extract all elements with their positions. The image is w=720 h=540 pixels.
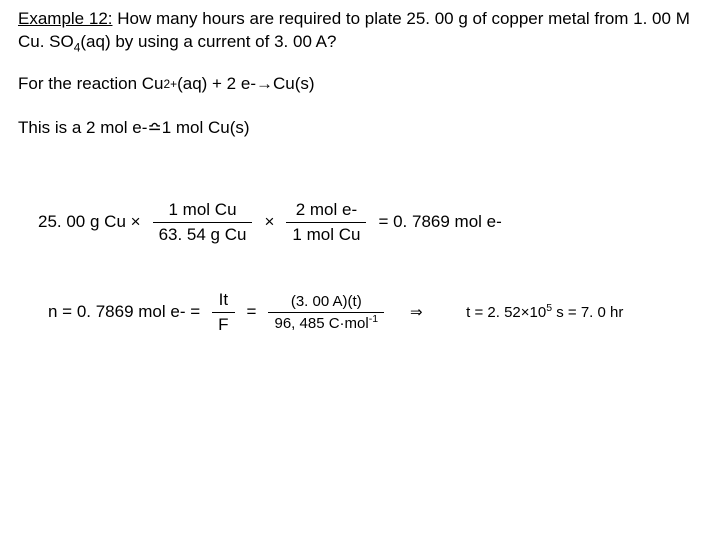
step2-f1-den: F <box>212 313 234 337</box>
premise-sym: ≏ <box>147 118 161 138</box>
premise-line: This is a 2 mol e- ≏ 1 mol Cu(s) <box>18 118 702 138</box>
example-title: Example 12: How many hours are required … <box>18 8 702 54</box>
rxn-lead: For the reaction Cu <box>18 74 164 94</box>
rxn-arrow: → <box>256 74 273 94</box>
step2-frac-1: It F <box>212 288 234 337</box>
step1-result: = 0. 7869 mol e- <box>378 212 501 232</box>
step-1-row: 25. 00 g Cu × 1 mol Cu 63. 54 g Cu × 2 m… <box>38 198 702 247</box>
step2-imply-arrow: ⇒ <box>410 303 423 321</box>
step1-f2-den: 1 mol Cu <box>286 223 366 247</box>
title-text-2: (aq) by using a current of 3. 00 A? <box>80 32 336 51</box>
reaction-line: For the reaction Cu2+ (aq) + 2 e- → Cu(s… <box>18 74 702 94</box>
step2-f2-den-a: 96, 485 C·mol <box>274 315 368 332</box>
step2-lhs: n = 0. 7869 mol e- = <box>48 302 200 322</box>
step1-times: × <box>264 212 274 232</box>
rxn-mid: (aq) + 2 e- <box>177 74 256 94</box>
step-2-row: n = 0. 7869 mol e- = It F = (3. 00 A)(t)… <box>48 287 702 338</box>
step2-eq: = <box>247 302 257 322</box>
step2-f2-den: 96, 485 C·mol-1 <box>268 313 384 334</box>
premise-tail: 1 mol Cu(s) <box>162 118 250 138</box>
step2-f2-num: (3. 00 A)(t) <box>285 291 368 312</box>
premise-lead: This is a 2 mol e- <box>18 118 147 138</box>
rxn-tail: Cu(s) <box>273 74 315 94</box>
step2-answer: t = 2. 52×105 s = 7. 0 hr <box>429 287 624 338</box>
step1-frac-2: 2 mol e- 1 mol Cu <box>286 198 366 247</box>
title-label: Example 12: <box>18 9 113 28</box>
step2-f1-num: It <box>213 288 234 312</box>
step1-frac-1: 1 mol Cu 63. 54 g Cu <box>153 198 253 247</box>
step1-mass: 25. 00 g Cu × <box>38 212 141 232</box>
step2-f2-den-sup: -1 <box>369 313 378 325</box>
ans-a: t = 2. 52×10 <box>454 304 547 321</box>
step1-f2-num: 2 mol e- <box>290 198 363 222</box>
step1-f1-num: 1 mol Cu <box>163 198 243 222</box>
ans-b: s = 7. 0 hr <box>552 304 623 321</box>
step2-frac-2: (3. 00 A)(t) 96, 485 C·mol-1 <box>268 291 384 334</box>
step1-f1-den: 63. 54 g Cu <box>153 223 253 247</box>
